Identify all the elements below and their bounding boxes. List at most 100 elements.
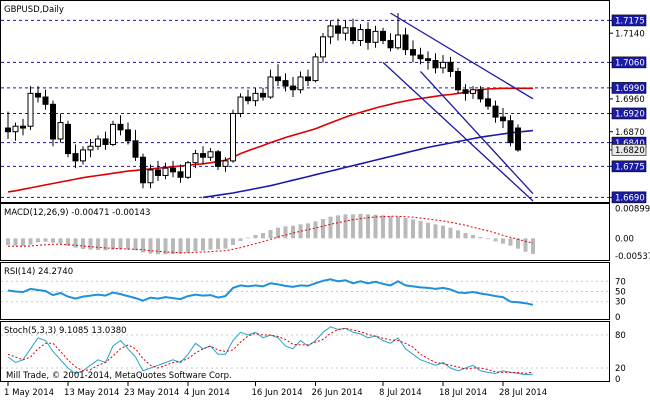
candle-body bbox=[237, 96, 244, 114]
macd-histogram-bar bbox=[298, 224, 303, 239]
macd-histogram-bar bbox=[268, 230, 273, 239]
candle-body bbox=[57, 122, 64, 140]
candle-body bbox=[282, 80, 289, 87]
time-tick-label: 18 Jul 2014 bbox=[439, 388, 487, 398]
macd-histogram-bar bbox=[231, 238, 235, 245]
macd-histogram-bar bbox=[381, 215, 385, 239]
macd-histogram-bar bbox=[523, 238, 528, 252]
candle bbox=[275, 64, 281, 87]
candle-body bbox=[342, 27, 349, 34]
macd-histogram-bar bbox=[493, 238, 498, 242]
macd-histogram-bar bbox=[216, 238, 220, 250]
candle-body bbox=[177, 171, 184, 178]
macd-histogram-bar bbox=[313, 221, 318, 239]
moving-averages bbox=[7, 87, 534, 199]
rsi-pane-title: RSI(14) 24.2740 bbox=[4, 267, 73, 277]
macd-histogram-bar bbox=[508, 238, 513, 246]
candle bbox=[147, 164, 154, 189]
stoch-tick-label: 0 bbox=[615, 375, 620, 385]
candle bbox=[65, 120, 71, 158]
price-level-label: 1.6690 bbox=[615, 194, 645, 204]
candle bbox=[230, 109, 236, 163]
stoch-tick-label: 20 bbox=[615, 364, 626, 374]
candle bbox=[185, 160, 191, 180]
macd-histogram-bar bbox=[186, 238, 190, 253]
candle bbox=[432, 53, 439, 74]
candle bbox=[372, 25, 379, 48]
candle-body bbox=[102, 138, 109, 145]
price-level-tag bbox=[611, 14, 647, 27]
candle-body bbox=[297, 76, 304, 91]
macd-histogram-bar bbox=[223, 238, 228, 249]
candle-body bbox=[50, 103, 56, 140]
candle-body bbox=[12, 125, 19, 133]
rsi-tick-label: 70 bbox=[615, 277, 626, 287]
macd-histogram-bar bbox=[178, 238, 183, 254]
macd-histogram-bar bbox=[516, 238, 520, 249]
macd-histogram-bar bbox=[261, 233, 265, 239]
macd-histogram-bar bbox=[358, 214, 363, 239]
price-level-tag bbox=[611, 82, 647, 94]
candle bbox=[132, 129, 139, 161]
candle-body bbox=[335, 25, 341, 34]
candle bbox=[20, 118, 26, 136]
price-level-label: 1.7060 bbox=[615, 59, 645, 69]
candle-body bbox=[327, 25, 334, 38]
macd-histogram-bar bbox=[141, 238, 145, 253]
candle-body bbox=[27, 92, 34, 127]
candle bbox=[95, 135, 101, 150]
candle bbox=[515, 124, 521, 152]
candle bbox=[327, 20, 334, 45]
candle-body bbox=[207, 151, 214, 158]
price-level-label: 1.6990 bbox=[615, 84, 645, 94]
macd-histogram-bar bbox=[193, 238, 198, 252]
macd-histogram-bar bbox=[306, 223, 310, 239]
stoch-pane-title: Stoch(5,3,3) 9.1085 13.0380 bbox=[4, 326, 127, 336]
price-level-label: 1.7175 bbox=[615, 17, 645, 27]
candle-body bbox=[410, 49, 416, 56]
candle bbox=[237, 93, 244, 118]
candle bbox=[125, 122, 131, 145]
macd-histogram-bar bbox=[336, 215, 340, 239]
candle bbox=[35, 86, 41, 103]
candle bbox=[110, 120, 116, 147]
candle bbox=[470, 86, 476, 99]
macd-histogram-bar bbox=[103, 238, 108, 251]
candle-body bbox=[42, 96, 49, 105]
candle bbox=[207, 148, 214, 161]
candle-body bbox=[372, 30, 379, 43]
candle bbox=[245, 89, 251, 105]
candle-body bbox=[192, 153, 199, 164]
time-tick-label: 23 May 2014 bbox=[124, 388, 179, 398]
macd-histogram-bar bbox=[471, 235, 475, 239]
candle bbox=[402, 27, 409, 56]
macd-histogram-bar bbox=[43, 238, 48, 242]
candle-body bbox=[432, 60, 439, 69]
price-level-label: 1.6775 bbox=[615, 163, 645, 173]
candle bbox=[170, 160, 176, 178]
candle-body bbox=[305, 76, 311, 82]
current-price-label: 1.6820 bbox=[615, 146, 645, 156]
candle bbox=[350, 18, 356, 45]
candle bbox=[320, 33, 326, 63]
channel-line-1 bbox=[382, 61, 534, 202]
candle bbox=[102, 131, 109, 150]
candle-body bbox=[110, 123, 116, 145]
candle bbox=[365, 22, 371, 50]
rsi-tick-label: 50 bbox=[615, 288, 626, 298]
time-tick-label: 13 May 2014 bbox=[64, 388, 119, 398]
candle bbox=[50, 100, 56, 147]
macd-histogram-bar bbox=[351, 214, 355, 239]
candle-body bbox=[222, 160, 229, 167]
candle-body bbox=[275, 76, 281, 82]
candle-body bbox=[215, 151, 221, 167]
candle bbox=[155, 160, 161, 181]
candle bbox=[417, 47, 424, 65]
macd-histogram-bar bbox=[73, 238, 78, 248]
macd-histogram-bar bbox=[36, 238, 40, 243]
macd-histogram-bar bbox=[28, 238, 33, 245]
candle bbox=[297, 71, 304, 94]
macd-histogram-bar bbox=[396, 216, 400, 239]
